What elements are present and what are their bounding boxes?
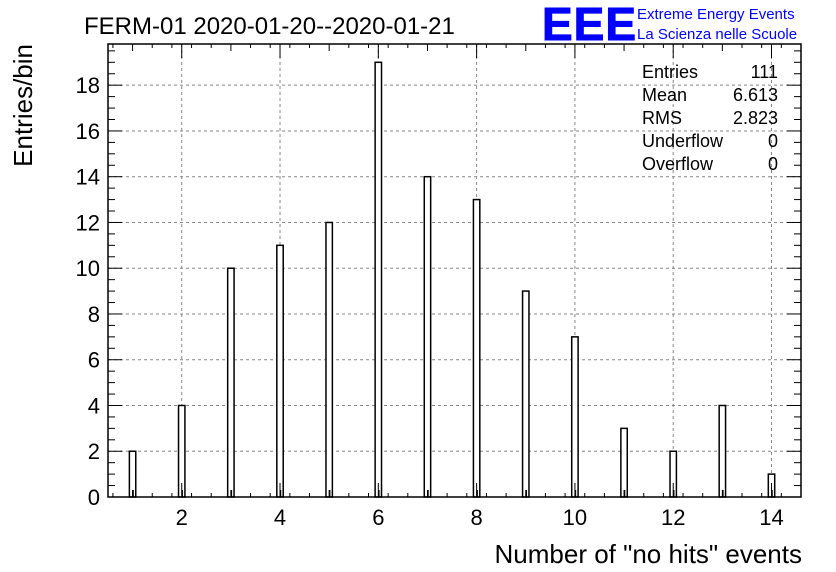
bar [325,221,334,498]
bar [374,61,383,498]
x-axis-label: Number of "no hits" events [495,539,803,569]
axis-ticks [108,44,801,498]
stats-label: Overflow [642,154,714,174]
bar [521,290,530,498]
stats-value: 6.613 [733,85,778,105]
chart-title: FERM-01 2020-01-20--2020-01-21 [84,13,455,40]
stats-label: Entries [642,62,698,82]
bar [620,427,629,498]
grid [108,44,801,497]
y-tick-label: 8 [88,302,100,327]
stats-label: RMS [642,108,682,128]
y-tick-label: 10 [76,256,100,281]
x-tick-label: 10 [563,505,587,530]
logo-line-2: La Scienza nelle Scuole [637,26,797,43]
plot-frame [107,43,802,498]
stats-value: 111 [751,62,778,82]
bar [423,175,432,498]
y-tick-label: 18 [76,73,100,98]
logo-line-1: Extreme Energy Events [637,6,795,23]
bar [276,244,284,498]
x-tick-label: 12 [661,505,685,530]
stats-label: Mean [642,85,687,105]
bar [570,336,579,498]
x-tick-label: 4 [274,505,286,530]
eee-logo: EEE Extreme Energy Events La Scienza nel… [542,0,798,51]
y-axis-label: Entries/bin [8,44,38,167]
logo-mark: EEE [542,0,637,50]
tick-labels: 2 4 6 8 10 12 14 0 2 4 6 8 10 12 14 16 18 [76,73,784,530]
y-tick-label: 14 [76,165,100,190]
y-tick-label: 2 [88,439,100,464]
y-tick-label: 12 [76,210,100,235]
x-tick-label: 6 [372,505,384,530]
stats-value: 0 [768,154,778,174]
stats-value: 0 [768,131,778,151]
stats-value: 2.823 [733,108,778,128]
stats-box: Entries 111 Mean 6.613 RMS 2.823 Underflow 0 Ove… [642,62,778,174]
x-tick-label: 14 [759,505,783,530]
x-tick-label: 2 [176,505,188,530]
bar [472,198,481,498]
y-tick-label: 6 [88,348,100,373]
bar [226,267,235,498]
y-tick-label: 16 [76,119,100,144]
x-tick-label: 8 [470,505,482,530]
y-tick-label: 0 [88,485,100,510]
y-tick-label: 4 [88,393,100,418]
stats-label: Underflow [642,131,724,151]
bar [718,404,727,498]
